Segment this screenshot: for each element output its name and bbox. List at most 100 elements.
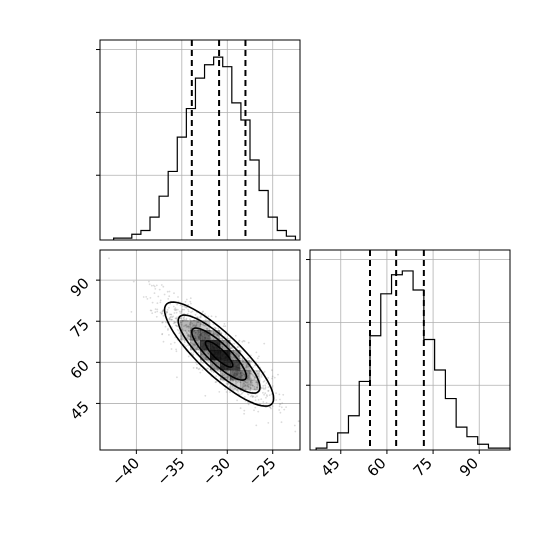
scatter-point [167,298,170,300]
contour-line [177,314,261,394]
scatter-point [200,352,203,355]
scatter-point [236,399,239,402]
density-cell [220,350,231,361]
scatter-point [200,361,202,363]
scatter-point [216,369,219,372]
scatter-point [216,363,219,365]
scatter-point [160,284,163,286]
scatter-point [183,340,186,342]
scatter-point [185,317,188,320]
scatter-point [235,353,238,355]
scatter-point [189,318,191,320]
scatter-point [240,374,243,377]
scatter-point [178,310,181,313]
scatter-point [221,374,224,377]
scatter-point [253,376,256,378]
scatter-point [250,360,253,363]
scatter-point [262,387,265,389]
scatter-point [217,335,220,337]
scatter-point [250,370,252,373]
scatter-point [265,394,268,396]
scatter-point [270,407,272,410]
scatter-point [183,316,186,318]
scatter-point [161,312,163,315]
scatter-point [233,342,236,345]
scatter-point [195,324,198,327]
scatter-point [199,322,202,324]
scatter-point [243,385,246,388]
scatter-point [269,406,272,409]
scatter-point [187,325,190,328]
scatter-point [190,302,192,305]
scatter-point [214,327,217,330]
scatter-point [191,345,194,347]
scatter-point [192,324,195,326]
marginal-y-grid [310,250,510,450]
scatter-point [240,376,243,379]
scatter-point [247,403,250,406]
marginal-y-y-ticks [306,259,310,386]
scatter-point [199,316,201,318]
density-cell [200,320,211,331]
scatter-point [251,396,254,398]
scatter-point [267,377,270,379]
scatter-point [176,376,178,379]
scatter-point [183,325,185,327]
scatter-point [186,320,189,322]
scatter-point [223,339,225,342]
scatter-point [180,311,183,313]
marginal-y-x-ticks: 45 60 75 90 [317,450,482,480]
scatter-point [232,349,235,352]
scatter-point [192,319,195,322]
scatter-point [271,377,273,380]
scatter-point [168,290,171,293]
scatter-point [170,343,172,345]
contour-line [163,301,275,407]
scatter-point [185,306,188,309]
x-tick-label: −30 [199,454,234,489]
scatter-point [179,317,182,320]
scatter-point [243,382,246,385]
scatter-point [236,389,239,391]
scatter-point [221,372,224,375]
scatter-point [204,324,207,327]
y-tick-label: 90 [67,274,93,300]
scatter-point [156,308,159,311]
scatter-point [278,403,281,405]
scatter-point [199,325,202,327]
scatter-point [221,345,224,348]
scatter-point [201,353,203,355]
scatter-point [191,342,194,345]
scatter-point [253,409,255,412]
scatter-point [247,375,250,377]
scatter-point [240,372,243,375]
scatter-point [161,310,164,313]
scatter-point [161,333,164,336]
scatter-point [244,388,247,391]
scatter-point [232,348,235,350]
scatter-point [192,351,195,353]
scatter-point [166,308,169,311]
scatter-point [246,373,249,375]
scatter-point [156,302,159,305]
scatter-point [217,329,220,332]
scatter-point [268,406,271,408]
scatter-point [235,354,238,356]
scatter-point [184,329,187,332]
scatter-point [260,374,263,376]
scatter-point [212,332,215,335]
scatter-point [221,346,224,348]
scatter-point [215,362,218,364]
scatter-point [278,393,281,396]
scatter-point [256,386,258,388]
scatter-point [212,330,215,333]
scatter-point [212,323,215,326]
scatter-point [175,348,178,351]
scatter-point [238,349,241,352]
scatter-point [159,311,162,314]
scatter-point [213,333,216,336]
scatter-point [196,316,198,319]
scatter-point [193,324,196,327]
scatter-point [179,331,181,334]
marginal-x-quantiles [190,40,247,240]
